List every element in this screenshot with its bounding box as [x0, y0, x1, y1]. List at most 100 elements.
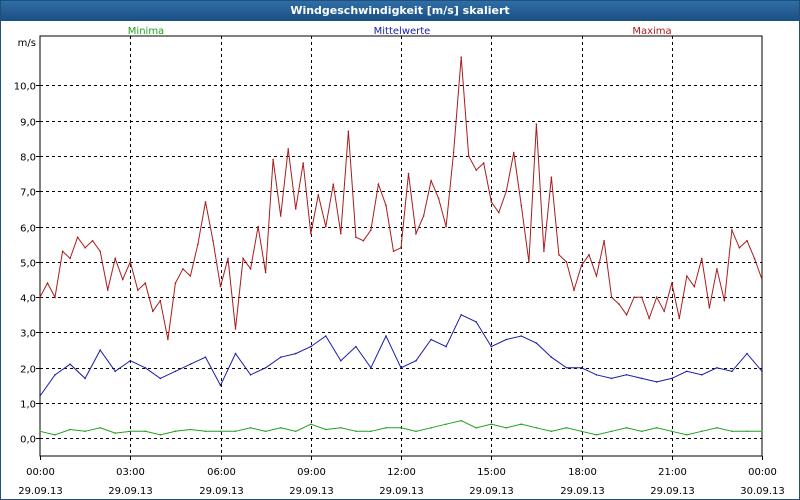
legend-mittelwerte: Mittelwerte — [374, 26, 431, 37]
x-tick-time-label: 18:00 — [568, 467, 597, 478]
y-axis-label: m/s — [18, 38, 36, 49]
data-point-maxima — [114, 257, 116, 260]
data-point-mittelwerte — [761, 370, 763, 373]
data-point-mittelwerte — [550, 356, 553, 359]
data-point-minima — [430, 427, 432, 429]
data-point-mittelwerte — [340, 359, 342, 362]
data-point-maxima — [580, 264, 583, 267]
x-tick-time-label: 09:00 — [297, 467, 326, 478]
data-point-mittelwerte — [445, 345, 447, 348]
data-point-minima — [310, 423, 312, 426]
data-point-maxima — [708, 307, 711, 309]
data-point-mittelwerte — [294, 352, 297, 355]
data-point-minima — [174, 430, 177, 433]
x-tick-time-label: 12:00 — [387, 467, 416, 478]
data-point-minima — [144, 430, 147, 433]
data-point-maxima — [189, 275, 192, 277]
data-point-maxima — [76, 236, 79, 238]
data-point-maxima — [753, 257, 756, 260]
data-point-maxima — [54, 296, 56, 299]
data-point-mittelwerte — [174, 370, 177, 373]
data-point-maxima — [279, 215, 282, 217]
data-point-mittelwerte — [219, 384, 222, 387]
data-point-maxima — [0, 254, 1, 256]
data-point-maxima — [663, 310, 665, 313]
data-point-minima — [565, 427, 568, 429]
data-point-mittelwerte — [279, 356, 282, 359]
data-point-minima — [129, 430, 132, 433]
data-point-minima — [761, 430, 763, 433]
data-point-maxima — [310, 232, 312, 235]
data-point-maxima — [633, 296, 635, 299]
data-point-maxima — [212, 239, 214, 242]
data-point-minima — [445, 423, 447, 426]
data-point-mittelwerte — [264, 367, 267, 369]
data-point-maxima — [475, 169, 478, 171]
data-point-minima — [340, 427, 342, 429]
data-point-mittelwerte — [84, 377, 86, 380]
data-point-maxima — [242, 257, 244, 260]
data-point-mittelwerte — [39, 395, 41, 397]
data-point-maxima — [167, 338, 169, 341]
data-point-maxima — [400, 247, 402, 249]
data-point-minima — [69, 428, 71, 431]
data-point-mittelwerte — [144, 367, 147, 369]
data-point-mittelwerte — [520, 335, 523, 337]
data-point-maxima — [272, 158, 274, 161]
data-point-mittelwerte — [686, 370, 688, 373]
data-point-maxima — [317, 194, 320, 196]
data-point-minima — [355, 430, 357, 433]
data-point-maxima — [325, 225, 327, 228]
data-point-maxima — [731, 229, 733, 231]
x-tick-time-label: 15:00 — [477, 467, 506, 478]
data-point-minima — [610, 430, 613, 433]
data-point-maxima — [558, 254, 560, 256]
data-point-maxima — [452, 151, 455, 154]
data-point-minima — [159, 434, 162, 436]
data-point-minima — [370, 430, 372, 433]
data-point-maxima — [362, 239, 365, 242]
data-point-maxima — [174, 282, 177, 284]
data-point-maxima — [257, 225, 259, 228]
data-point-maxima — [738, 247, 741, 249]
data-point-maxima — [144, 282, 147, 284]
data-point-minima — [580, 430, 583, 433]
data-point-maxima — [415, 232, 417, 235]
x-tick-date-label: 29.09.13 — [18, 486, 63, 497]
x-tick-date-label: 29.09.13 — [289, 486, 334, 497]
data-point-minima — [400, 427, 402, 429]
data-point-maxima — [671, 282, 673, 284]
data-point-minima — [671, 430, 673, 433]
data-point-minima — [686, 434, 688, 436]
data-point-minima — [655, 427, 658, 429]
data-point-maxima — [46, 282, 49, 284]
legend-maxima: Maxima — [632, 26, 671, 37]
x-tick-time-label: 03:00 — [116, 467, 145, 478]
data-point-maxima — [340, 232, 342, 235]
data-point-minima — [550, 430, 553, 433]
data-point-maxima — [467, 155, 470, 157]
x-tick-time-label: 00:00 — [748, 467, 777, 478]
data-point-maxima — [197, 243, 199, 245]
data-point-minima — [219, 430, 222, 433]
data-point-maxima — [347, 130, 350, 133]
data-point-mittelwerte — [731, 370, 733, 373]
data-point-maxima — [723, 299, 726, 302]
x-tick-time-label: 06:00 — [207, 467, 236, 478]
data-point-minima — [99, 427, 101, 429]
data-point-minima — [640, 430, 643, 433]
data-point-mittelwerte — [159, 377, 162, 380]
data-point-maxima — [595, 275, 598, 277]
data-point-maxima — [460, 56, 463, 58]
data-point-minima — [249, 427, 252, 429]
data-point-maxima — [332, 183, 335, 185]
data-point-maxima — [693, 285, 696, 288]
y-tick-label: 8,0 — [20, 153, 36, 164]
data-point-mittelwerte — [580, 367, 583, 369]
data-point-mittelwerte — [99, 349, 101, 351]
data-point-minima — [490, 423, 493, 426]
x-tick-date-label: 29.09.13 — [469, 486, 514, 497]
data-point-maxima — [573, 289, 575, 291]
